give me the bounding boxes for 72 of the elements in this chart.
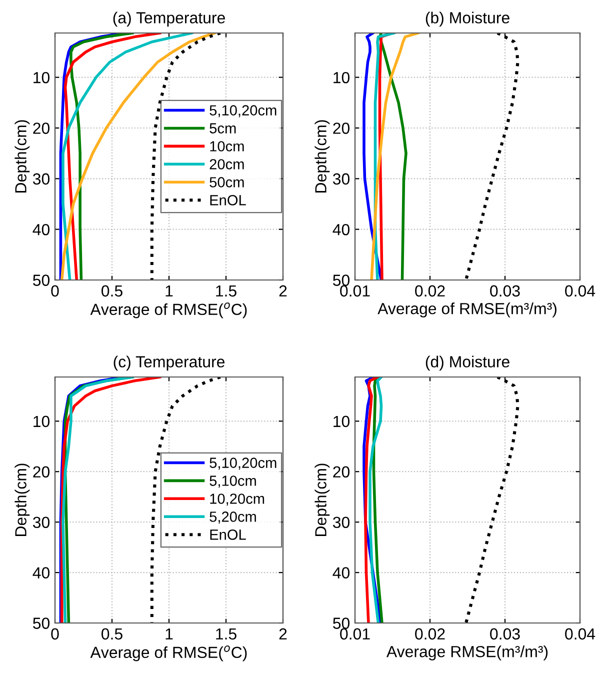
- legend-label: 10,20cm: [210, 494, 264, 506]
- x-tick-label: 0.02: [415, 285, 445, 297]
- line-series: [370, 33, 420, 280]
- y-tick-label: 30: [332, 173, 350, 185]
- y-tick-label: 50: [333, 274, 350, 286]
- legend-label: 50cm: [210, 177, 244, 188]
- line-series: [70, 33, 134, 280]
- x-tick-label: 0.04: [565, 628, 596, 640]
- y-axis-title: Depth(cm): [314, 464, 330, 536]
- y-tick-label: 30: [32, 173, 50, 185]
- x-tick-label: 0.01: [340, 285, 370, 297]
- x-tick-label: 1.5: [216, 628, 236, 640]
- line-series: [378, 33, 408, 280]
- x-tick-label: 2: [279, 628, 287, 640]
- x-tick-label: 0.01: [340, 628, 370, 640]
- line-series: [464, 377, 520, 623]
- y-tick-label: 40: [332, 567, 350, 578]
- x-tick-label: 1: [166, 285, 173, 296]
- y-tick-label: 10: [334, 72, 350, 84]
- chart-title: (c) Temperature: [114, 356, 225, 371]
- chart-title: (a) Temperature: [113, 12, 225, 27]
- x-tick-label: 0: [51, 285, 59, 297]
- x-tick-label: 0.04: [565, 285, 596, 297]
- line-series: [368, 377, 383, 623]
- y-tick-label: 20: [333, 466, 350, 478]
- line-series: [364, 377, 379, 623]
- y-tick-label: 50: [33, 618, 50, 629]
- y-tick-label: 30: [32, 516, 50, 528]
- x-axis-title: Average RMSE(m³/m³): [386, 646, 548, 660]
- y-tick-label: 20: [333, 122, 350, 134]
- line-series: [60, 377, 162, 623]
- legend-label: 5,10cm: [210, 476, 256, 488]
- y-tick-label: 40: [32, 567, 50, 578]
- y-axis-title: Depth(cm): [314, 120, 330, 192]
- y-tick-label: 20: [33, 122, 50, 134]
- x-axis-title: Average of RMSE($^{o}$C): [90, 302, 247, 318]
- line-series: [372, 377, 384, 623]
- y-axis-title: Depth(cm): [14, 464, 30, 536]
- line-series: [62, 33, 194, 280]
- x-tick-label: 2: [279, 285, 287, 296]
- legend-label: 5,10,20cm: [210, 458, 276, 470]
- x-axis-title: Average of RMSE($^{o}$C): [90, 646, 247, 662]
- chart-title: (b) Moisture: [426, 12, 510, 27]
- x-axis-title: Average of RMSE(m³/m³): [378, 302, 556, 318]
- y-tick-label: 50: [333, 618, 350, 629]
- y-tick-label: 10: [34, 72, 50, 84]
- x-tick-label: 0.03: [490, 285, 520, 297]
- y-tick-label: 30: [332, 516, 350, 528]
- y-tick-label: 10: [34, 416, 50, 428]
- y-tick-label: 10: [334, 416, 350, 428]
- legend-label: EnOL: [210, 195, 246, 206]
- legend-label: 10cm: [210, 141, 244, 152]
- x-tick-label: 1.5: [216, 285, 236, 297]
- legend-label: 5cm: [210, 123, 236, 134]
- chart-title: (d) Moisture: [426, 356, 510, 371]
- y-tick-label: 50: [33, 274, 50, 286]
- legend-label: 5,10,20cm: [210, 105, 276, 118]
- y-tick-label: 20: [33, 466, 50, 478]
- x-tick-label: 1: [166, 628, 173, 640]
- legend-label: EnOL: [210, 530, 246, 540]
- x-tick-label: 0.03: [490, 628, 520, 640]
- legend-label: 20cm: [210, 159, 244, 170]
- line-series: [464, 33, 520, 280]
- y-tick-label: 40: [32, 224, 50, 236]
- y-axis-title: Depth(cm): [14, 120, 30, 192]
- x-tick-label: 0: [51, 628, 59, 640]
- x-tick-label: 0.5: [102, 285, 122, 297]
- x-tick-label: 0.5: [102, 628, 122, 640]
- y-tick-label: 40: [332, 224, 350, 236]
- legend-label: 5,20cm: [210, 512, 256, 524]
- x-tick-label: 0.02: [415, 628, 445, 640]
- line-series: [64, 33, 162, 280]
